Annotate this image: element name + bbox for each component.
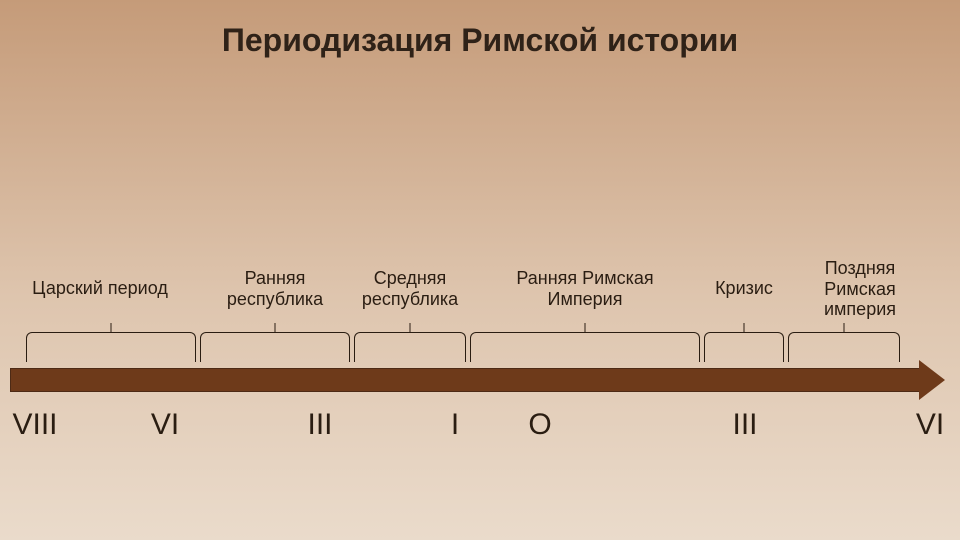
period-bracket xyxy=(354,332,466,362)
period-bracket xyxy=(26,332,196,362)
timeline-tick: O xyxy=(528,408,551,442)
timeline-tick: VIII xyxy=(12,408,57,442)
slide-title: Периодизация Римской истории xyxy=(0,22,960,59)
timeline-tick: VI xyxy=(916,408,944,442)
period-bracket xyxy=(788,332,900,362)
slide: Периодизация Римской истории Царский пер… xyxy=(0,0,960,540)
period-label: Средняя республика xyxy=(362,268,458,309)
period-bracket xyxy=(470,332,700,362)
timeline-bar-rect xyxy=(10,368,920,392)
period-label: Поздняя Римская империя xyxy=(824,258,896,320)
period-label: Ранняя Римская Империя xyxy=(516,268,653,309)
timeline-tick: III xyxy=(307,408,332,442)
period-label: Ранняя республика xyxy=(227,268,323,309)
period-label: Царский период xyxy=(32,278,168,299)
period-label: Кризис xyxy=(715,278,773,299)
timeline-tick: I xyxy=(451,408,459,442)
timeline-tick: III xyxy=(732,408,757,442)
timeline-tick: VI xyxy=(151,408,179,442)
period-bracket xyxy=(200,332,350,362)
timeline-bar xyxy=(10,368,945,392)
timeline-arrowhead xyxy=(919,360,945,400)
period-bracket xyxy=(704,332,784,362)
